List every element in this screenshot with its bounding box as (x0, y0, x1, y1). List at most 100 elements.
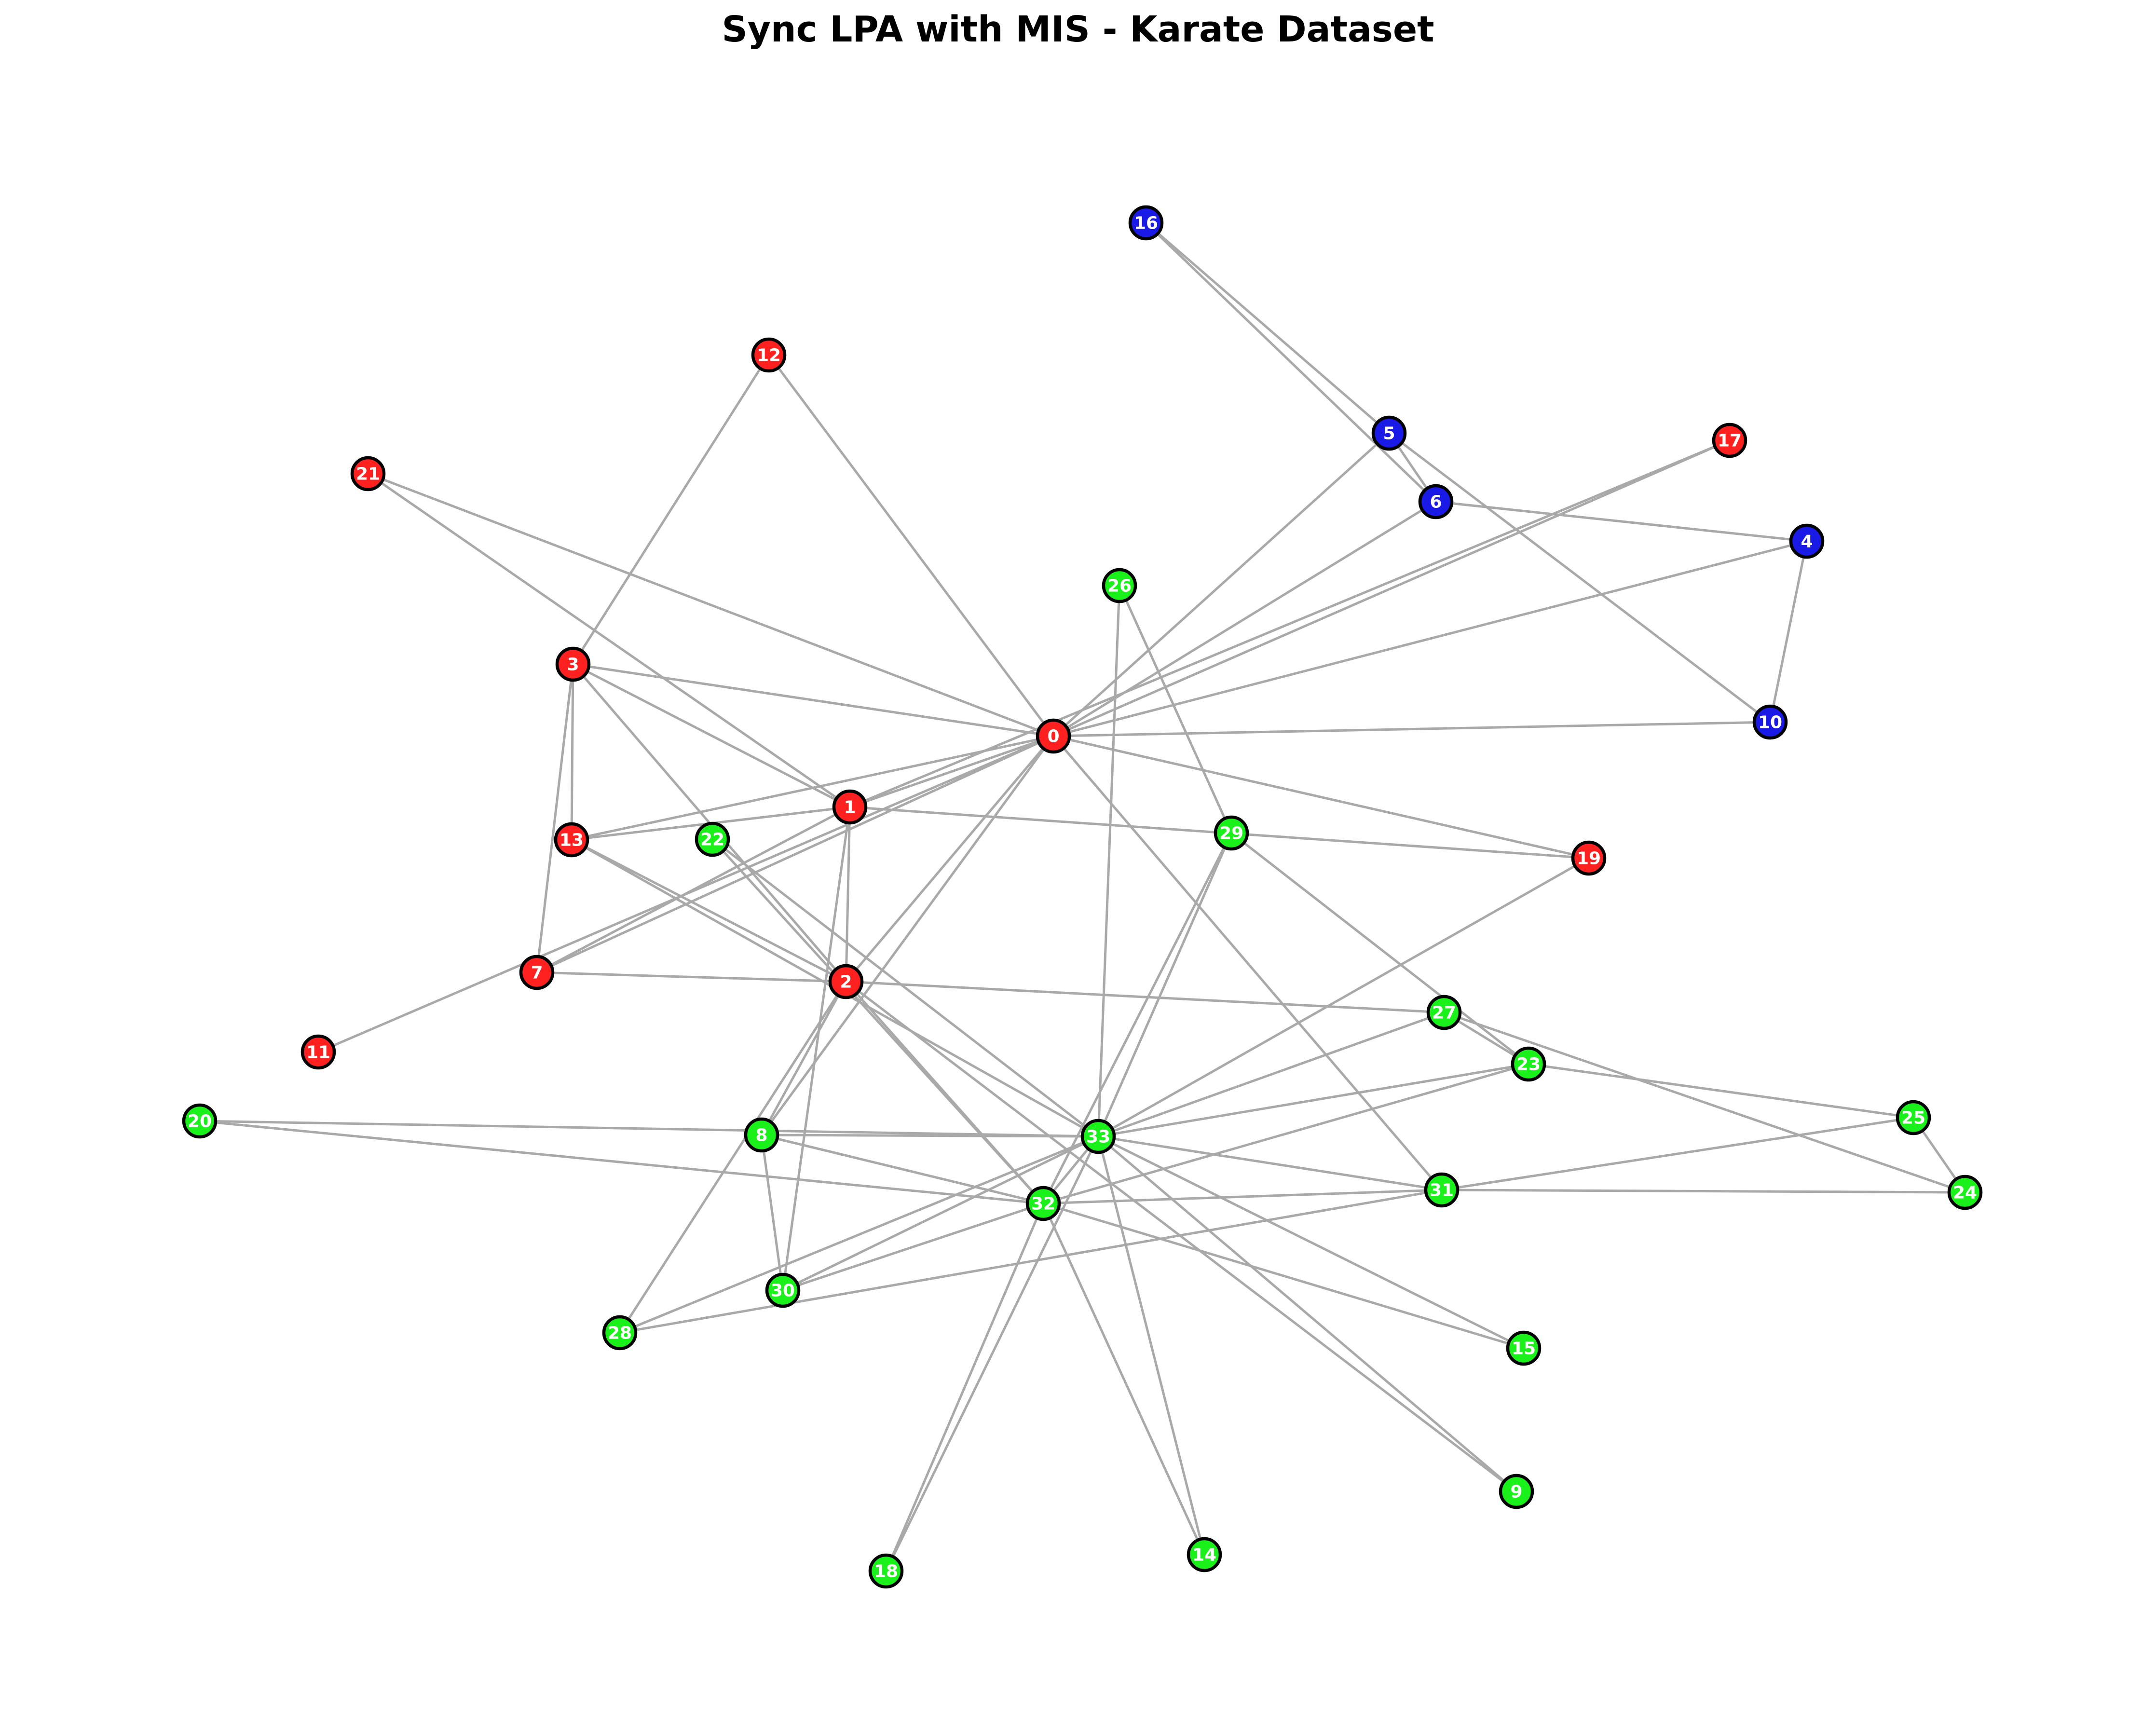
node-26: 26 (1102, 568, 1137, 603)
node-label: 15 (1512, 1339, 1536, 1359)
node-23: 23 (1511, 1046, 1546, 1082)
node-label: 22 (700, 830, 724, 850)
edge-29-33 (1097, 832, 1233, 1137)
edge-2-8 (760, 981, 847, 1136)
node-0: 0 (1036, 718, 1071, 754)
node-circle (1752, 704, 1788, 740)
node-circle (1571, 840, 1607, 876)
edge-0-6 (1052, 500, 1437, 738)
node-11: 11 (300, 1034, 336, 1070)
edge-0-5 (1052, 432, 1390, 737)
edge-0-12 (767, 354, 1055, 737)
edge-28-33 (619, 1135, 1099, 1334)
node-circle (1896, 1100, 1931, 1135)
node-label: 14 (1192, 1545, 1216, 1565)
edge-18-33 (885, 1135, 1100, 1572)
node-20: 20 (182, 1103, 218, 1139)
node-circle (300, 1034, 336, 1070)
edge-24-27 (1444, 1011, 1965, 1194)
edge-15-33 (1097, 1135, 1525, 1350)
node-label: 13 (559, 831, 584, 850)
node-circle (1947, 1175, 1983, 1210)
node-29: 29 (1214, 815, 1249, 851)
node-circle (1511, 1046, 1546, 1082)
node-circle (1371, 415, 1407, 451)
node-22: 22 (695, 821, 730, 857)
node-label: 24 (1953, 1183, 1977, 1203)
node-circle (744, 1117, 779, 1153)
node-circle (1025, 1186, 1061, 1221)
node-circle (1102, 568, 1137, 603)
node-label: 33 (1086, 1127, 1110, 1147)
edge-31-33 (1098, 1135, 1442, 1191)
edge-5-16 (1145, 222, 1390, 434)
node-label: 1 (844, 798, 856, 818)
edge-3-7 (535, 664, 574, 973)
edge-23-25 (1528, 1063, 1914, 1119)
node-label: 30 (771, 1281, 795, 1301)
edge-9-33 (1097, 1135, 1517, 1492)
node-32: 32 (1025, 1186, 1061, 1221)
edge-20-32 (199, 1120, 1044, 1205)
node-33: 33 (1080, 1119, 1116, 1154)
edge-31-32 (1043, 1189, 1442, 1205)
node-circle (555, 646, 591, 682)
node-14: 14 (1187, 1537, 1222, 1572)
node-30: 30 (765, 1272, 801, 1308)
node-label: 2 (840, 972, 852, 992)
node-25: 25 (1896, 1100, 1931, 1135)
edge-3-12 (572, 354, 770, 665)
node-label: 26 (1107, 576, 1132, 596)
edge-14-33 (1097, 1136, 1206, 1555)
edge-2-7 (536, 971, 846, 983)
node-label: 4 (1801, 532, 1813, 552)
edge-22-32 (711, 838, 1044, 1204)
node-label: 28 (608, 1324, 632, 1343)
edge-layer (199, 222, 1966, 1572)
edge-0-1 (849, 735, 1054, 808)
node-circle (1424, 1172, 1460, 1208)
edge-2-27 (846, 980, 1445, 1014)
edge-0-3 (573, 663, 1054, 738)
edge-0-8 (760, 735, 1055, 1136)
edge-24-31 (1441, 1189, 1965, 1194)
node-circle (1187, 1537, 1222, 1572)
edge-18-32 (885, 1203, 1045, 1572)
node-label: 8 (755, 1126, 767, 1146)
edge-1-3 (572, 663, 851, 808)
edge-0-19 (1053, 735, 1589, 860)
node-label: 20 (188, 1112, 212, 1132)
node-label: 32 (1031, 1194, 1055, 1214)
node-19: 19 (1571, 840, 1607, 876)
edge-0-21 (368, 472, 1054, 738)
edge-27-33 (1098, 1011, 1445, 1138)
node-15: 15 (1506, 1330, 1542, 1366)
node-4: 4 (1789, 523, 1825, 559)
node-3: 3 (555, 646, 591, 682)
edge-2-28 (618, 981, 847, 1334)
node-17: 17 (1712, 423, 1747, 458)
edge-23-29 (1230, 832, 1529, 1065)
node-label: 31 (1430, 1181, 1454, 1201)
node-10: 10 (1752, 704, 1788, 740)
node-label: 11 (306, 1043, 330, 1063)
edge-2-9 (845, 981, 1517, 1492)
chart-title: Sync LPA with MIS - Karate Dataset (722, 9, 1434, 50)
edge-26-33 (1097, 585, 1121, 1137)
node-label: 21 (356, 465, 380, 484)
node-label: 7 (531, 963, 543, 983)
node-circle (1128, 205, 1164, 241)
edge-1-30 (781, 806, 851, 1291)
edge-30-32 (782, 1202, 1044, 1292)
edge-0-10 (1053, 721, 1771, 738)
node-circle (350, 456, 386, 492)
node-9: 9 (1499, 1474, 1534, 1509)
node-label: 5 (1383, 424, 1395, 444)
node-label: 17 (1718, 431, 1742, 451)
node-13: 13 (554, 822, 589, 858)
node-28: 28 (602, 1315, 638, 1351)
node-6: 6 (1418, 484, 1454, 519)
edge-23-33 (1098, 1063, 1529, 1138)
edge-2-13 (571, 838, 847, 983)
edge-8-30 (760, 1134, 784, 1291)
